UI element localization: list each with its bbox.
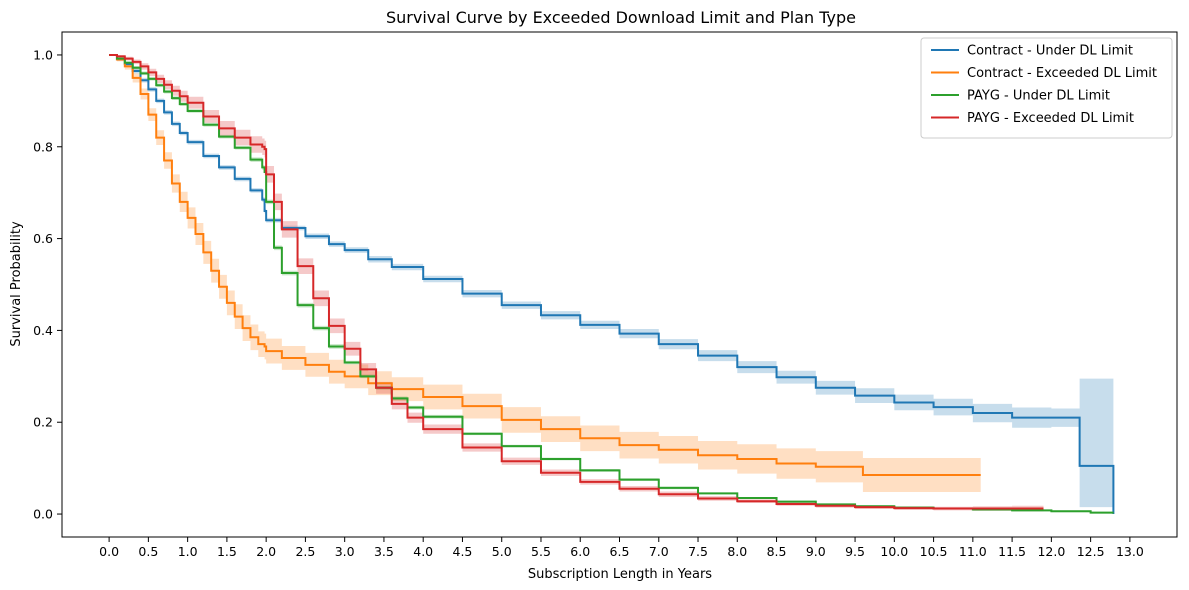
y-tick-label: 0.8 [33,139,53,154]
x-tick-label: 7.5 [688,544,708,559]
x-tick-label: 5.0 [492,544,512,559]
x-tick-label: 10.5 [920,544,948,559]
ci-band-payg-exceeded-dl-limit [109,54,1044,512]
x-tick-label: 10.0 [880,544,908,559]
x-tick-label: 7.0 [649,544,669,559]
legend-label-contract-under-dl-limit: Contract - Under DL Limit [967,44,1133,59]
chart-title: Survival Curve by Exceeded Download Limi… [386,8,856,27]
legend-label-contract-exceeded-dl-limit: Contract - Exceeded DL Limit [967,66,1157,81]
x-tick-label: 1.0 [178,544,198,559]
y-tick-label: 0.0 [33,507,53,522]
x-tick-label: 8.5 [767,544,787,559]
x-tick-label: 4.5 [453,544,473,559]
series-line-payg-under-dl-limit [109,53,1114,514]
x-tick-label: 13.0 [1116,544,1144,559]
legend-label-payg-exceeded-dl-limit: PAYG - Exceeded DL Limit [967,111,1134,126]
legend-label-payg-under-dl-limit: PAYG - Under DL Limit [967,89,1110,104]
x-tick-label: 1.5 [217,544,237,559]
series-line-contract-exceeded-dl-limit [109,53,981,477]
legend: Contract - Under DL Limit Contract - Exce… [920,37,1173,139]
x-axis: 0.0 0.5 1.0 1.5 2.0 2.5 3.0 3.5 4.0 4.5 5.0 5.5 6.0 6… [99,537,1144,559]
y-tick-label: 0.2 [33,415,53,430]
x-tick-label: 3.5 [374,544,394,559]
x-tick-label: 0.0 [99,544,119,559]
series-line-payg-exceeded-dl-limit [109,53,1044,510]
y-tick-label: 0.4 [33,323,53,338]
ci-band-contract-under-dl-limit [109,54,1114,515]
x-tick-label: 9.5 [845,544,865,559]
x-tick-label: 6.0 [570,544,590,559]
x-tick-label: 12.0 [1037,544,1065,559]
x-axis-label: Subscription Length in Years [528,567,712,582]
y-axis-label: Survival Probability [9,221,24,347]
x-tick-label: 4.0 [413,544,433,559]
y-tick-label: 1.0 [33,47,53,62]
x-tick-label: 3.0 [335,544,355,559]
x-tick-label: 2.0 [256,544,276,559]
plot-area [109,53,1115,515]
x-tick-label: 5.5 [531,544,551,559]
x-tick-label: 6.5 [610,544,630,559]
x-tick-label: 11.0 [959,544,987,559]
x-tick-label: 8.0 [727,544,747,559]
x-tick-label: 12.5 [1077,544,1105,559]
x-tick-label: 11.5 [998,544,1026,559]
x-tick-label: 2.5 [295,544,315,559]
y-axis: 0.0 0.2 0.4 0.6 0.8 1.0 [33,47,62,522]
x-tick-label: 0.5 [138,544,158,559]
legend-box [920,37,1173,139]
series-line-contract-under-dl-limit [109,53,1115,515]
y-tick-label: 0.6 [33,231,53,246]
ci-band-contract-exceeded-dl-limit [109,54,981,493]
x-tick-label: 9.0 [806,544,826,559]
